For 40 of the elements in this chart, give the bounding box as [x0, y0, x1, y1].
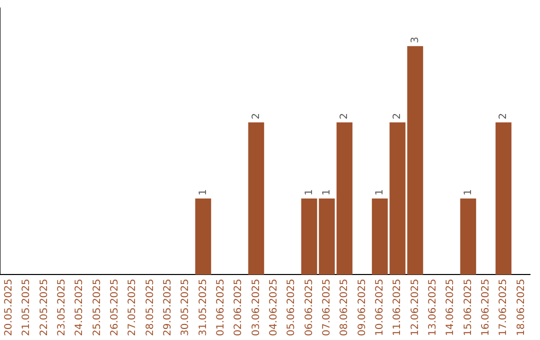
x-tick-label: 03.06.2025	[250, 278, 262, 336]
data-label: 3	[410, 36, 421, 44]
x-tick-label: 24.05.2025	[74, 278, 86, 336]
x-tick-label: 22.05.2025	[38, 278, 50, 336]
x-tick-label: 10.06.2025	[374, 278, 386, 336]
x-tick-label: 11.06.2025	[392, 278, 404, 336]
x-tick-label: 21.05.2025	[21, 278, 32, 336]
x-tick-label: 04.06.2025	[268, 278, 280, 336]
x-tick-label: 06.06.2025	[304, 278, 315, 336]
x-tick-label: 29.05.2025	[162, 278, 174, 336]
x-tick-label: 28.05.2025	[144, 278, 156, 336]
x-tick-label: 27.05.2025	[127, 278, 138, 336]
x-tick-label: 18.06.2025	[516, 278, 527, 336]
x-tick-label: 08.06.2025	[339, 278, 350, 336]
x-tick-label: 16.06.2025	[480, 278, 492, 336]
data-label: 1	[462, 189, 474, 196]
x-tick-label: 02.06.2025	[233, 278, 244, 336]
data-label: 2	[339, 112, 350, 120]
x-tick-label: 12.06.2025	[410, 278, 421, 336]
data-label: 1	[304, 189, 315, 196]
data-label: 2	[250, 112, 262, 120]
x-tick-label: 17.06.2025	[498, 278, 510, 336]
x-tick-label: 14.06.2025	[445, 278, 456, 336]
data-label: 1	[321, 189, 332, 196]
x-tick-label: 13.06.2025	[427, 278, 438, 336]
data-label: 1	[374, 189, 386, 196]
x-tick-label: 30.05.2025	[180, 278, 192, 336]
x-tick-label: 26.05.2025	[109, 278, 120, 336]
x-tick-label: 05.06.2025	[286, 278, 298, 336]
x-tick-label: 23.05.2025	[56, 278, 68, 336]
data-label: 2	[498, 112, 510, 120]
data-label: 1	[198, 189, 209, 196]
x-tick-label: 07.06.2025	[321, 278, 332, 336]
x-tick-label: 20.05.2025	[3, 278, 14, 336]
x-tick-label: 31.05.2025	[198, 278, 209, 336]
x-tick-label: 25.05.2025	[92, 278, 103, 336]
x-tick-label: 15.06.2025	[462, 278, 474, 336]
x-tick-label: 09.06.2025	[356, 278, 368, 336]
x-tick-label: 01.06.2025	[215, 278, 226, 336]
data-label: 2	[392, 112, 404, 120]
